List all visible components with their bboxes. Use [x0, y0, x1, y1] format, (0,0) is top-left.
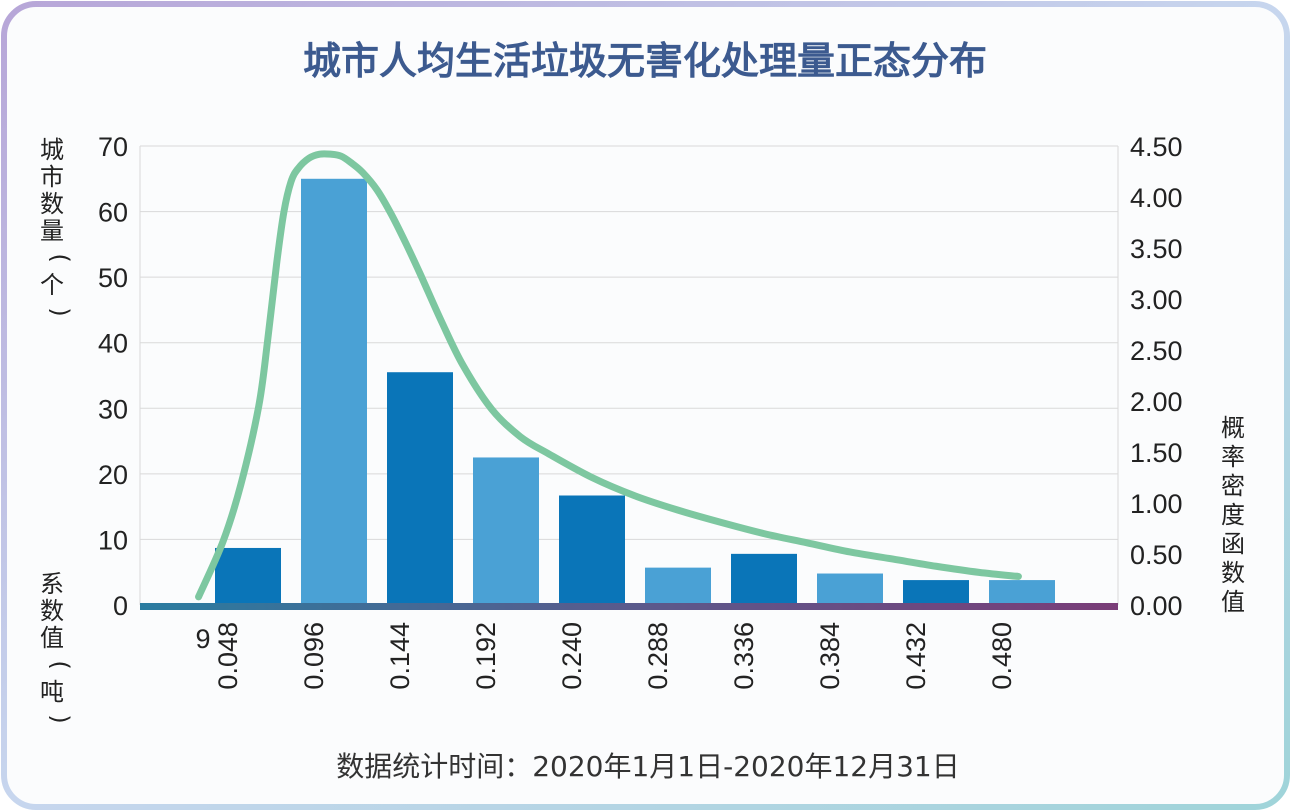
y-axis-right-ticks: 0.00 0.50 1.00 1.50 2.00 2.50 3.00 3.50 4.00 4.50 — [1130, 132, 1183, 621]
y-right-tick-label: 1.50 — [1130, 438, 1183, 468]
x-tick-label: 0.048 — [213, 622, 243, 690]
y-left-axis-label-char: 市 — [40, 163, 64, 191]
x-tick-label: 0.240 — [557, 622, 587, 690]
x-axis-label-char: 值 — [40, 624, 64, 652]
y-left-tick-label: 60 — [98, 198, 128, 228]
y-left-tick-label: 50 — [98, 263, 128, 293]
bar — [301, 178, 367, 606]
y-left-axis-label-char: 城 — [40, 136, 64, 164]
y-right-axis-label-char: 密 — [1221, 472, 1245, 500]
y-right-tick-label: 2.50 — [1130, 336, 1183, 366]
bar — [559, 495, 625, 605]
y-right-axis-label-char: 概 — [1221, 414, 1245, 442]
y-left-axis-label-char: 个 — [40, 271, 64, 299]
x-axis-label-char: 吨 — [40, 678, 64, 706]
y-right-tick-label: 0.50 — [1130, 540, 1183, 570]
x-axis-label: 系数值 ( 吨) — [40, 570, 74, 724]
density-curve — [195, 150, 1022, 601]
bar — [215, 547, 281, 605]
x-tick-label: 9 — [195, 624, 210, 654]
x-axis-label-char: 系 — [40, 570, 64, 598]
y-left-tick-label: 10 — [98, 525, 128, 555]
bar — [903, 580, 969, 605]
x-axis-baseline — [140, 603, 1118, 610]
y-right-axis-label-char: 率 — [1221, 443, 1245, 471]
baseline-bar — [140, 603, 1118, 610]
x-axis-label-char: ( — [46, 660, 74, 669]
y-left-tick-label: 0 — [113, 591, 128, 621]
y-right-axis-label-char: 数 — [1221, 559, 1245, 587]
bar — [989, 580, 1055, 605]
y-right-tick-label: 4.00 — [1130, 183, 1183, 213]
y-right-axis-label-char: 度 — [1221, 501, 1245, 529]
bar-series — [215, 178, 1055, 606]
bar — [731, 553, 797, 605]
y-right-tick-label: 4.50 — [1130, 132, 1183, 162]
x-tick-label: 0.480 — [987, 622, 1017, 690]
bar — [473, 457, 539, 605]
y-right-axis-label-char: 函 — [1221, 530, 1245, 558]
bar — [817, 573, 883, 605]
x-axis-label-char: ) — [46, 714, 74, 723]
y-left-tick-label: 30 — [98, 394, 128, 424]
y-left-tick-label: 70 — [98, 132, 128, 162]
y-left-tick-label: 20 — [98, 460, 128, 490]
y-right-tick-label: 0.00 — [1130, 591, 1183, 621]
y-left-axis-label-char: ( — [46, 253, 74, 262]
x-axis-ticks: 9 0.048 0.096 0.144 0.192 0.240 0.288 0.336 0.38… — [195, 622, 1017, 690]
y-right-tick-label: 2.00 — [1130, 387, 1183, 417]
x-tick-label: 0.192 — [471, 622, 501, 690]
y-left-axis-label-char: ) — [46, 307, 74, 316]
chart-title: 城市人均生活垃圾无害化处理量正态分布 — [303, 39, 987, 83]
x-tick-label: 0.096 — [299, 622, 329, 690]
bar — [387, 372, 453, 605]
footer-date-range: 数据统计时间：2020年1月1日-2020年12月31日 — [336, 750, 960, 783]
bar — [645, 567, 711, 605]
y-axis-left-ticks: 0 10 20 30 40 50 60 70 — [98, 132, 128, 621]
x-tick-label: 0.384 — [815, 622, 845, 690]
y-right-axis-label-char: 值 — [1221, 588, 1245, 616]
density-curve-series — [195, 150, 1022, 601]
y-right-tick-label: 3.00 — [1130, 285, 1183, 315]
x-tick-label: 0.288 — [643, 622, 673, 690]
y-left-tick-label: 40 — [98, 329, 128, 359]
y-right-tick-label: 1.00 — [1130, 489, 1183, 519]
x-tick-label: 0.432 — [901, 622, 931, 690]
y-left-axis-label-char: 量 — [40, 217, 64, 245]
y-right-tick-label: 3.50 — [1130, 234, 1183, 264]
x-axis-label-char: 数 — [40, 597, 64, 625]
x-tick-label: 0.336 — [729, 622, 759, 690]
y-left-axis-label-char: 数 — [40, 190, 64, 218]
x-tick-label: 0.144 — [385, 622, 415, 690]
